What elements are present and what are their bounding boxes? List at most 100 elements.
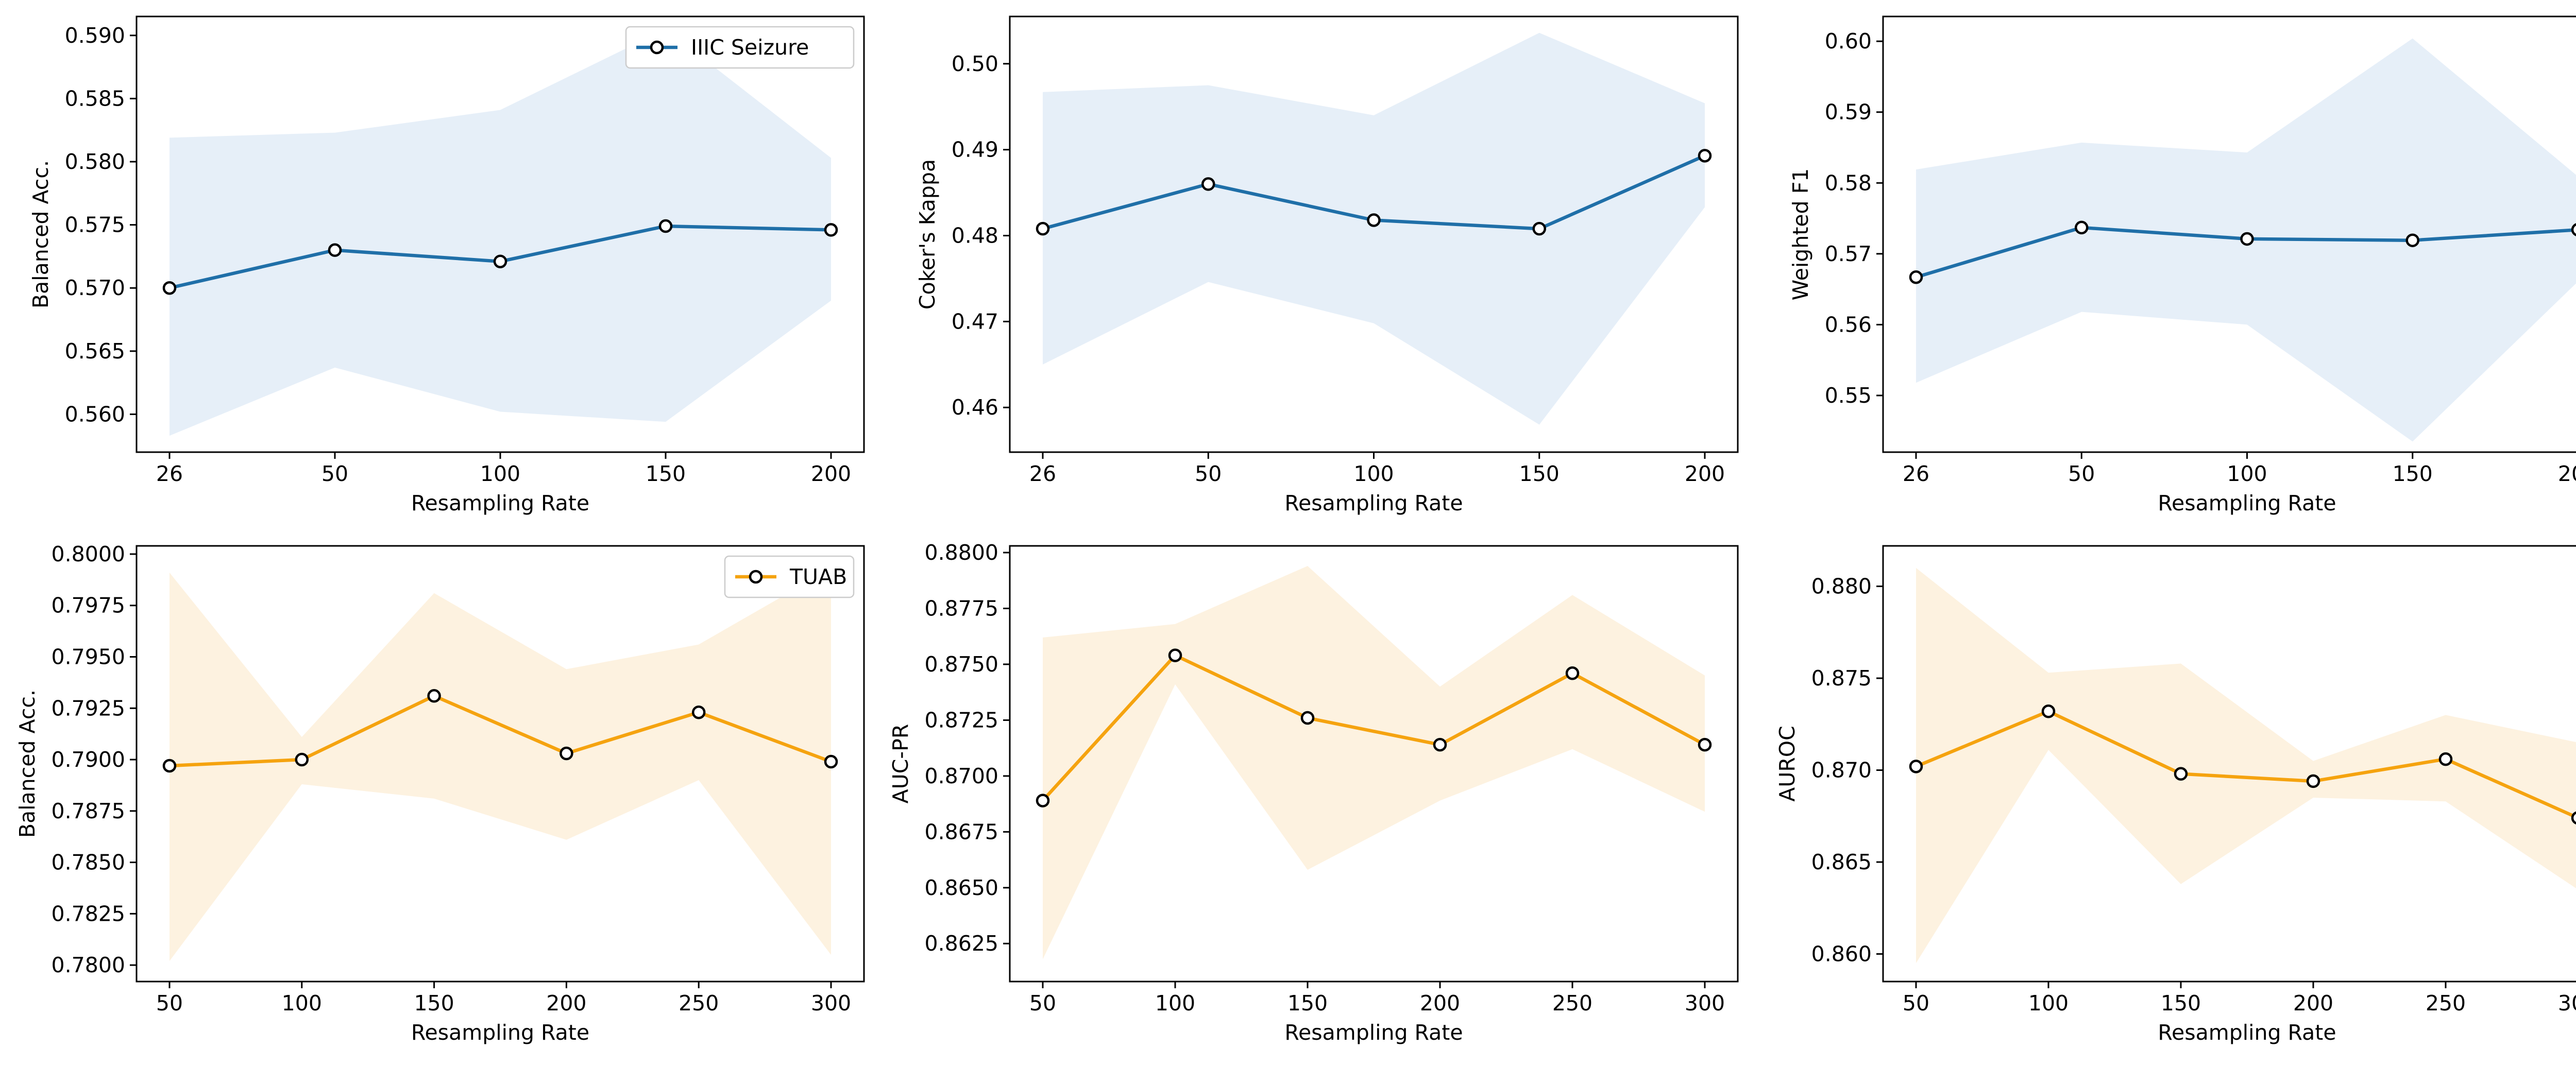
y-tick-label: 0.590 <box>65 23 125 48</box>
x-tick-label: 50 <box>1903 991 1929 1016</box>
subplot-5: 50 100 150 200 250 300 0.8625 0.8650 0.8675 0.870… <box>888 540 1739 1045</box>
data-point <box>2438 752 2453 766</box>
x-axis-label: Resampling Rate <box>411 491 589 515</box>
y-tick-label: 0.565 <box>65 339 125 364</box>
x-tick-label: 26 <box>156 461 183 486</box>
y-tick-label: 0.8700 <box>925 764 998 788</box>
x-tick-label: 150 <box>414 991 454 1016</box>
y-tick-label: 0.8000 <box>52 542 125 566</box>
x-tick-label: 200 <box>2293 991 2333 1016</box>
x-tick-label: 200 <box>1420 991 1460 1016</box>
y-axis-label: AUC-PR <box>888 724 913 804</box>
data-point <box>2306 774 2320 788</box>
y-tick-label: 0.8800 <box>925 540 998 565</box>
y-tick-label: 0.585 <box>65 86 125 111</box>
x-tick-label: 300 <box>811 991 851 1016</box>
data-point <box>560 746 573 761</box>
data-point <box>1532 221 1546 236</box>
x-tick-label: 200 <box>811 461 851 486</box>
data-point <box>1300 711 1315 725</box>
x-tick-label: 200 <box>546 991 586 1016</box>
y-tick-label: 0.7800 <box>52 953 125 977</box>
y-tick-label: 0.7875 <box>52 799 125 823</box>
axes-frame <box>1882 545 2576 983</box>
data-point <box>2240 232 2254 246</box>
y-tick-label: 0.56 <box>1825 312 1872 337</box>
x-tick-label: 300 <box>1685 991 1725 1016</box>
x-tick-label: 50 <box>1195 461 1222 486</box>
data-point <box>691 705 706 719</box>
x-tick-label: 100 <box>2028 991 2069 1016</box>
x-tick-label: 26 <box>1029 461 1056 486</box>
data-point <box>1201 177 1215 191</box>
subplot-4: 50 100 150 200 250 300 0.7800 0.7825 0.7850 0.787… <box>15 542 865 1045</box>
y-tick-label: 0.58 <box>1825 170 1872 195</box>
x-axis-label: Resampling Rate <box>1284 491 1463 515</box>
series-line <box>169 694 832 768</box>
x-tick-label: 50 <box>2068 461 2095 486</box>
x-tick-label: 100 <box>480 461 520 486</box>
axes-frame <box>135 545 865 983</box>
y-tick-label: 0.8650 <box>925 875 998 900</box>
data-point <box>2405 233 2419 247</box>
data-point <box>824 223 838 237</box>
x-tick-label: 200 <box>1685 461 1725 486</box>
legend-marker <box>650 40 664 55</box>
x-tick-label: 150 <box>2393 461 2433 486</box>
confidence-band <box>1043 32 1705 425</box>
data-point <box>1565 666 1580 680</box>
legend: TUAB <box>724 555 855 598</box>
x-tick-label: 50 <box>1029 991 1056 1016</box>
confidence-band <box>170 29 831 436</box>
legend-label: TUAB <box>789 564 847 589</box>
x-tick-label: 100 <box>2227 461 2267 486</box>
data-point <box>1036 794 1050 807</box>
subplot-2: 26 50 100 150 200 0.46 0.47 0.48 0.49 0.50 Resampl… <box>915 15 1739 515</box>
x-tick-label: 50 <box>156 991 183 1016</box>
y-axis-label: AUROC <box>1775 726 1800 801</box>
data-point <box>2075 220 2089 235</box>
x-tick-label: 100 <box>1353 461 1394 486</box>
data-point <box>824 754 838 769</box>
data-point <box>2571 811 2576 824</box>
y-tick-label: 0.46 <box>952 395 998 420</box>
data-point <box>1698 149 1712 163</box>
y-tick-label: 0.49 <box>952 137 998 162</box>
y-tick-label: 0.875 <box>1811 666 1872 691</box>
subplot-6: 50 100 150 200 250 300 0.860 0.865 0.870 0.875 0.8… <box>1775 545 2576 1045</box>
x-tick-label: 250 <box>679 991 719 1016</box>
y-tick-label: 0.57 <box>1825 242 1872 266</box>
y-tick-label: 0.7850 <box>52 850 125 875</box>
confidence-band <box>170 568 831 961</box>
x-tick-label: 100 <box>282 991 322 1016</box>
x-tick-label: 300 <box>2558 991 2576 1016</box>
data-point <box>328 243 342 257</box>
y-tick-label: 0.55 <box>1825 383 1872 408</box>
subplot-1: 26 50 100 150 200 0.560 0.565 0.570 0.575 0.580 0.… <box>28 15 865 515</box>
x-tick-label: 150 <box>646 461 686 486</box>
data-point <box>1909 760 1923 773</box>
axes-frame <box>1009 545 1739 983</box>
x-tick-label: 250 <box>2426 991 2466 1016</box>
y-tick-label: 0.7975 <box>52 593 125 618</box>
x-axis-label: Resampling Rate <box>2158 1020 2336 1045</box>
legend: IIIC Seizure <box>625 26 855 69</box>
x-tick-label: 100 <box>1155 991 1195 1016</box>
series-line <box>1041 654 1706 802</box>
y-axis-label: Balanced Acc. <box>15 690 40 838</box>
legend-marker <box>749 570 763 584</box>
x-tick-label: 150 <box>1519 461 1560 486</box>
confidence-band <box>1043 566 1705 959</box>
x-tick-label: 26 <box>1903 461 1929 486</box>
data-point <box>162 281 177 295</box>
x-axis-label: Resampling Rate <box>2158 491 2336 515</box>
y-tick-label: 0.860 <box>1811 941 1872 966</box>
legend-box <box>625 26 855 69</box>
data-point <box>1367 213 1381 227</box>
x-tick-label: 200 <box>2558 461 2576 486</box>
y-axis-label: Balanced Acc. <box>28 160 53 308</box>
data-point <box>2571 223 2576 236</box>
y-tick-label: 0.870 <box>1811 758 1872 782</box>
y-tick-label: 0.50 <box>952 51 998 76</box>
data-point <box>427 689 441 703</box>
